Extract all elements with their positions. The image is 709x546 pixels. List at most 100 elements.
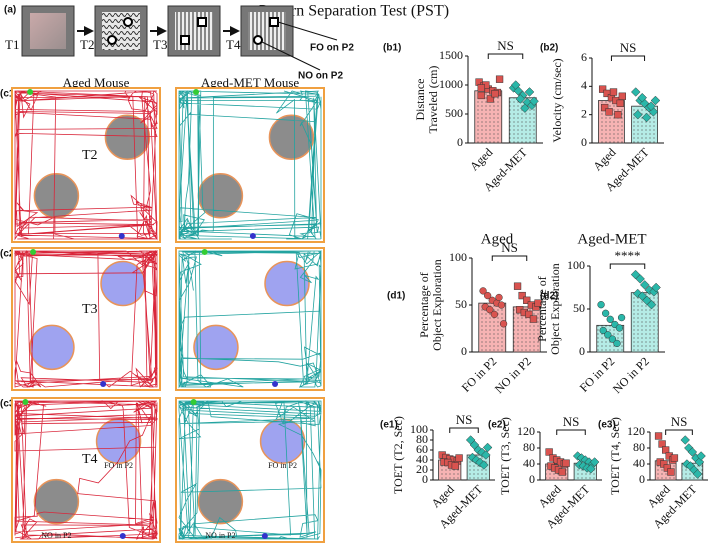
data-point [696, 451, 706, 461]
callout-line [277, 21, 338, 41]
y-axis-label: TOET (T3, Sec) [498, 417, 512, 495]
data-point [545, 448, 553, 456]
panel-label: (c1) [0, 89, 18, 100]
data-point [646, 299, 657, 310]
y-axis-label: Velocity (cm/sec) [550, 58, 564, 142]
y-tick-label: 0 [639, 472, 645, 486]
x-tick-label: Aged [590, 145, 618, 173]
data-point [608, 335, 617, 343]
trial-label: T4 [82, 452, 98, 467]
y-tick-label: 0 [457, 135, 463, 149]
figure-title: Pattern Separation Test (PST) [259, 3, 449, 20]
y-tick-label: 50 [455, 297, 467, 311]
y-tick-label: 50 [573, 301, 585, 315]
y-tick-label: 100 [449, 250, 467, 264]
data-point [609, 88, 618, 96]
significance-label: NS [501, 240, 518, 255]
end-dot [249, 233, 256, 239]
y-tick-label: 0 [422, 472, 428, 486]
y-axis-label: TOET (T4, Sec) [608, 417, 622, 495]
end-dot [100, 381, 107, 387]
y-axis-label: Object Exploration [430, 259, 444, 351]
bar-chart: (b1) Distance Traveled (cm) 0 500 1000 1500 Age… [383, 38, 543, 194]
data-point [604, 331, 612, 339]
data-point [486, 95, 495, 103]
chart-title: Aged [481, 231, 514, 247]
object-label: NO in P2 [41, 531, 71, 540]
trajectory [178, 399, 322, 541]
panel-label: (d2) [540, 291, 558, 302]
data-point [692, 469, 703, 479]
track-panels: (c1) T2 (c2) T3 (c3) T4 FO in P2 NO in P2 FO in … [0, 87, 325, 543]
significance-bracket [665, 429, 693, 435]
y-axis-label: Object Exploration [548, 263, 562, 355]
data-point [520, 103, 530, 113]
data-point [667, 468, 675, 476]
significance-label: **** [615, 248, 641, 263]
data-point [646, 101, 656, 111]
y-tick-label: 0 [579, 344, 585, 358]
data-point [648, 107, 659, 117]
panel-label: (b2) [540, 43, 558, 54]
data-point [529, 96, 539, 106]
start-dot [193, 89, 200, 95]
start-dot [201, 249, 208, 255]
data-point [639, 280, 650, 290]
bar-chart: (e1)TOET (T2, Sec) 020406080100AgedAged-M… [380, 412, 495, 531]
end-dot [272, 381, 279, 387]
data-point [499, 320, 508, 328]
data-point [630, 87, 641, 97]
data-point [597, 301, 605, 309]
charts: (b1)Distance Traveled (cm)050010001500Age… [380, 38, 708, 531]
trial-label: T2 [80, 37, 94, 52]
y-tick-label: 2 [581, 106, 587, 120]
y-tick-label: 1500 [439, 48, 463, 62]
significance-label: NS [456, 412, 473, 427]
arena-floor [248, 12, 286, 50]
data-point [467, 452, 478, 463]
y-axis-label: Distance [413, 79, 427, 121]
data-point [602, 309, 610, 317]
object-zone [264, 260, 310, 307]
significance-bracket [610, 55, 646, 61]
data-point [637, 92, 647, 103]
object-zone [33, 478, 80, 525]
arena-floor [102, 12, 140, 50]
significance-label: NS [671, 414, 688, 429]
start-dot [27, 89, 34, 95]
chart-title: Aged-MET [577, 231, 646, 247]
object-label: FO in P2 [268, 461, 297, 470]
data-point [481, 450, 491, 460]
panel-label: (a) [4, 5, 16, 16]
object [180, 35, 190, 45]
y-axis-label: Traveled (cm) [426, 66, 440, 134]
data-point [515, 94, 526, 104]
data-point [495, 293, 503, 302]
data-point [486, 306, 494, 314]
y-tick-label: 0 [461, 344, 467, 358]
data-point [495, 75, 504, 83]
data-point [650, 95, 661, 106]
protocol: (a) T1 T2 T3 T4 FO on P2 NO on P2 [4, 5, 354, 82]
object-zone [33, 173, 80, 219]
trial-label: T4 [226, 37, 241, 52]
data-point [479, 460, 489, 470]
data-point [455, 454, 463, 462]
y-tick-label: 40 [523, 456, 535, 470]
data-point [601, 103, 609, 112]
significance-label: NS [497, 38, 514, 53]
object [107, 35, 117, 45]
data-point [614, 111, 622, 119]
y-tick-label: 1000 [439, 77, 463, 91]
column-title: Aged-MET Mouse [201, 75, 300, 90]
y-tick-label: 80 [416, 432, 428, 446]
significance-bracket [487, 53, 524, 59]
data-point [605, 108, 613, 116]
trajectory [178, 90, 322, 240]
object-zone [104, 114, 151, 161]
panel-label: (e2) [488, 420, 506, 431]
